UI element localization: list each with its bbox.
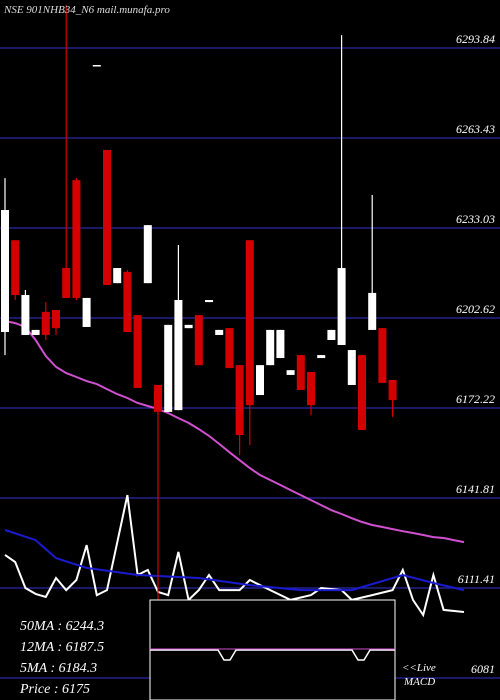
macd-label: MACD bbox=[403, 676, 435, 688]
candle-body bbox=[286, 370, 295, 375]
info-text: 50MA : 6244.3 bbox=[20, 619, 104, 634]
y-tick-label: 6172.22 bbox=[456, 392, 495, 406]
y-tick-label: 6081 bbox=[471, 662, 495, 676]
y-tick-label: 6263.43 bbox=[456, 122, 495, 136]
y-tick-label: 6202.62 bbox=[456, 302, 495, 316]
indicator-lines bbox=[4, 320, 465, 618]
moving-average bbox=[4, 320, 465, 544]
candle-body bbox=[235, 365, 244, 435]
candles bbox=[1, 4, 397, 600]
candle-body bbox=[143, 225, 152, 284]
candle-body bbox=[347, 350, 356, 385]
macd-line bbox=[150, 649, 395, 661]
candle-body bbox=[113, 268, 122, 284]
candle-body bbox=[123, 271, 132, 332]
candle-body bbox=[52, 310, 60, 329]
candle-body bbox=[368, 292, 377, 330]
y-tick-label: 6141.81 bbox=[456, 482, 495, 496]
candle-body bbox=[154, 384, 162, 412]
candle-body bbox=[205, 300, 213, 303]
candle-body bbox=[245, 240, 254, 406]
candle-body bbox=[174, 300, 183, 411]
candle-body bbox=[62, 268, 71, 298]
candle-body bbox=[296, 355, 305, 391]
y-tick-label: 6293.84 bbox=[456, 32, 495, 46]
candle-body bbox=[276, 329, 285, 359]
candle-body bbox=[184, 324, 193, 329]
candle-body bbox=[82, 297, 91, 327]
candle-body bbox=[31, 329, 40, 335]
candle-body bbox=[1, 210, 9, 332]
candle-body bbox=[317, 355, 326, 359]
candle-body bbox=[194, 315, 203, 366]
candle-body bbox=[266, 329, 275, 366]
indicator-line bbox=[4, 494, 465, 618]
candle-body bbox=[225, 328, 234, 369]
candle-body bbox=[92, 65, 101, 67]
info-text: Price : 6175 bbox=[19, 682, 90, 697]
candle-body bbox=[103, 149, 111, 285]
candle-body bbox=[164, 324, 173, 412]
candle-body bbox=[307, 371, 315, 406]
macd-label: <<Live bbox=[402, 662, 436, 674]
candle-body bbox=[133, 315, 142, 388]
info-text: 5MA : 6184.3 bbox=[20, 661, 97, 676]
chart-title: NSE 901NHB34_N6 mail.munafa.pro bbox=[3, 4, 170, 16]
info-text: 12MA : 6187.5 bbox=[20, 640, 104, 655]
candle-body bbox=[41, 311, 50, 335]
candle-body bbox=[72, 180, 81, 298]
candle-body bbox=[21, 294, 30, 335]
candle-body bbox=[358, 355, 366, 430]
candle-body bbox=[337, 268, 346, 346]
candle-body bbox=[215, 329, 224, 335]
candle-body bbox=[11, 240, 20, 295]
candle-body bbox=[327, 329, 336, 340]
candle-body bbox=[256, 365, 264, 396]
indicator-line bbox=[4, 529, 465, 592]
candle-body bbox=[388, 379, 397, 401]
y-tick-label: 6233.03 bbox=[456, 212, 495, 226]
candle-body bbox=[378, 328, 387, 383]
y-tick-label: 6111.41 bbox=[458, 572, 495, 586]
